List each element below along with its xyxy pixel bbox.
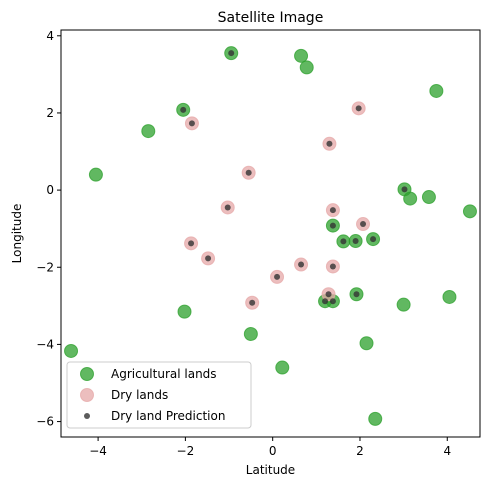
agricultural-land-point — [442, 289, 457, 304]
dry-land-prediction-point — [329, 222, 336, 229]
dry-land-prediction-point — [401, 186, 408, 193]
agricultural-land-point — [462, 204, 477, 219]
dry-land-prediction-point — [325, 291, 332, 298]
legend-box — [66, 361, 252, 429]
y-tick-label: 0 — [46, 183, 54, 197]
x-axis-label: Latitude — [246, 463, 295, 477]
dry-land-prediction-point — [224, 204, 231, 211]
dry-land-prediction-point — [360, 221, 367, 228]
dry-land-prediction-point — [326, 140, 333, 147]
dry-land-prediction-point — [329, 298, 336, 305]
dry-land-prediction-point — [188, 240, 195, 247]
x-tick-label: 4 — [443, 444, 451, 458]
agricultural-land-point — [141, 124, 156, 139]
dry-land-prediction-point — [188, 120, 195, 127]
x-tick-label: −4 — [89, 444, 107, 458]
dry-land-prediction-point — [205, 255, 212, 262]
y-tick-label: −2 — [36, 260, 54, 274]
dry-land-prediction-point — [340, 238, 347, 245]
dry-land-prediction-point — [245, 169, 252, 176]
legend-marker — [84, 413, 90, 419]
agricultural-land-point — [275, 360, 290, 375]
y-tick-label: 2 — [46, 106, 54, 120]
x-tick-label: −2 — [177, 444, 195, 458]
legend: Agricultural lands Dry lands Dry land Pred… — [66, 361, 252, 429]
agricultural-land-point — [368, 411, 383, 426]
agricultural-land-point — [177, 304, 192, 319]
plot-area — [60, 29, 481, 438]
dry-land-prediction-point — [274, 273, 281, 280]
x-tick-label: 2 — [356, 444, 364, 458]
x-tick-label: 0 — [269, 444, 277, 458]
y-axis-label: Longitude — [10, 204, 24, 264]
dry-land-prediction-point — [298, 261, 305, 268]
agricultural-land-point — [396, 297, 411, 312]
y-tick-label: −4 — [36, 337, 54, 351]
dry-land-prediction-point — [329, 207, 336, 214]
dry-land-prediction-point — [180, 106, 187, 113]
agricultural-land-point — [294, 48, 309, 63]
chart-title: Satellite Image — [218, 10, 324, 26]
axis-ticks: −4 −2 0 2 4 −6 −4 −2 0 2 4 — [36, 29, 451, 458]
legend-marker — [80, 367, 94, 381]
dry-land-prediction-point — [353, 291, 360, 298]
dry-land-prediction-point — [355, 105, 362, 112]
legend-entry-label: Dry lands — [111, 388, 168, 402]
legend-entry-label: Dry land Prediction — [111, 409, 225, 423]
dry-land-prediction-point — [228, 50, 235, 57]
agricultural-land-point — [243, 326, 258, 341]
dry-land-prediction-point — [352, 238, 359, 245]
legend-entry-label: Agricultural lands — [111, 367, 217, 381]
agricultural-land-point — [429, 83, 444, 98]
dry-land-prediction-point — [370, 236, 377, 243]
dry-land-prediction-point — [329, 263, 336, 270]
y-tick-label: −6 — [36, 415, 54, 429]
dry-land-prediction-point — [249, 299, 256, 306]
legend-marker — [80, 388, 94, 402]
y-tick-label: 4 — [46, 29, 54, 43]
agricultural-land-point — [403, 191, 418, 206]
agricultural-land-point — [88, 167, 103, 182]
agricultural-land-point — [64, 343, 79, 358]
agricultural-land-point — [299, 60, 314, 75]
dry-land-prediction-point — [322, 298, 329, 305]
agricultural-land-point — [359, 336, 374, 351]
data-points — [64, 46, 477, 426]
agricultural-land-point — [421, 190, 436, 205]
